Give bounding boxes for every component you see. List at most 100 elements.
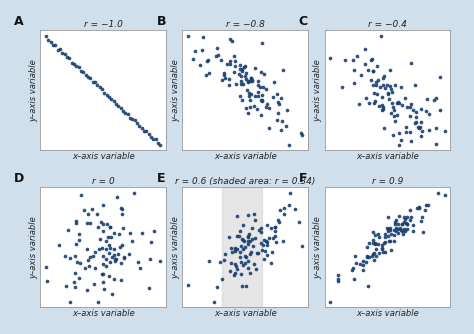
Point xyxy=(262,105,269,110)
Point xyxy=(72,218,80,223)
Point xyxy=(89,79,96,85)
Point xyxy=(120,255,128,260)
Point xyxy=(126,115,134,120)
Point xyxy=(150,229,158,234)
Point xyxy=(403,222,411,227)
Point xyxy=(291,207,299,212)
Point xyxy=(279,238,287,243)
Point xyxy=(102,238,110,244)
Point xyxy=(372,240,379,246)
Point xyxy=(257,230,264,235)
Point xyxy=(199,47,206,52)
Point xyxy=(127,230,134,236)
Point xyxy=(197,62,204,67)
Point xyxy=(213,45,220,50)
Title: r = −0.4: r = −0.4 xyxy=(368,20,407,29)
Point xyxy=(223,62,230,67)
Point xyxy=(379,242,386,247)
Point xyxy=(206,259,213,264)
Point xyxy=(350,80,358,86)
Point xyxy=(394,230,401,236)
Point xyxy=(379,104,386,110)
Point xyxy=(230,69,237,75)
Point xyxy=(367,57,375,63)
Point xyxy=(248,77,255,82)
Title: r = −1.0: r = −1.0 xyxy=(83,20,123,29)
Point xyxy=(212,53,220,58)
Point xyxy=(250,262,258,267)
Point xyxy=(277,128,285,133)
Point xyxy=(83,287,91,293)
Point xyxy=(407,214,415,220)
Point xyxy=(70,61,78,66)
Point xyxy=(238,283,246,288)
Point xyxy=(241,64,249,69)
Point xyxy=(348,268,356,273)
Point xyxy=(42,33,50,38)
Point xyxy=(378,245,386,251)
Point xyxy=(199,34,207,39)
Point xyxy=(403,226,410,231)
Point xyxy=(409,223,417,228)
Point xyxy=(246,251,254,257)
Point xyxy=(350,67,358,72)
Point xyxy=(388,101,395,106)
Point xyxy=(239,262,246,268)
Point xyxy=(382,86,389,91)
Point xyxy=(156,142,164,148)
Point xyxy=(271,225,279,230)
Point xyxy=(382,249,389,255)
Point xyxy=(70,280,77,285)
Point xyxy=(384,226,392,231)
Point xyxy=(241,238,248,243)
Point xyxy=(257,69,265,74)
Point xyxy=(140,128,148,133)
Point xyxy=(152,137,159,142)
Point xyxy=(118,211,126,217)
Point xyxy=(245,238,252,243)
Point xyxy=(118,243,126,248)
Point xyxy=(231,246,238,251)
Point xyxy=(110,230,118,236)
Point xyxy=(110,246,118,252)
Point xyxy=(419,230,427,235)
Point xyxy=(239,237,246,243)
Point xyxy=(62,283,70,288)
Point xyxy=(297,130,305,136)
Point xyxy=(91,265,99,271)
Point xyxy=(94,224,102,230)
Point xyxy=(100,202,107,207)
Point xyxy=(424,97,431,102)
Point xyxy=(231,53,238,58)
Point xyxy=(398,102,405,108)
Point xyxy=(136,123,143,128)
Point xyxy=(426,127,433,133)
Point xyxy=(258,247,266,252)
Point xyxy=(327,299,334,305)
Point xyxy=(242,283,249,289)
Point xyxy=(114,103,122,109)
Point xyxy=(56,46,64,51)
Point xyxy=(387,231,394,236)
Point xyxy=(270,79,277,85)
Point xyxy=(99,279,107,285)
Point xyxy=(108,254,116,259)
Point xyxy=(375,235,383,240)
Point xyxy=(401,95,408,101)
Text: C: C xyxy=(299,15,308,28)
Point xyxy=(425,202,432,207)
Point xyxy=(117,260,125,266)
Point xyxy=(236,94,244,99)
Point xyxy=(352,254,359,259)
Point xyxy=(233,264,240,269)
Point xyxy=(252,217,259,222)
Point xyxy=(244,87,251,93)
Point xyxy=(203,72,210,77)
Point xyxy=(274,110,282,116)
Point xyxy=(398,222,406,227)
Point xyxy=(61,253,68,258)
Point xyxy=(73,63,80,69)
Point xyxy=(81,266,89,271)
Point xyxy=(380,73,388,79)
Point xyxy=(241,260,248,265)
